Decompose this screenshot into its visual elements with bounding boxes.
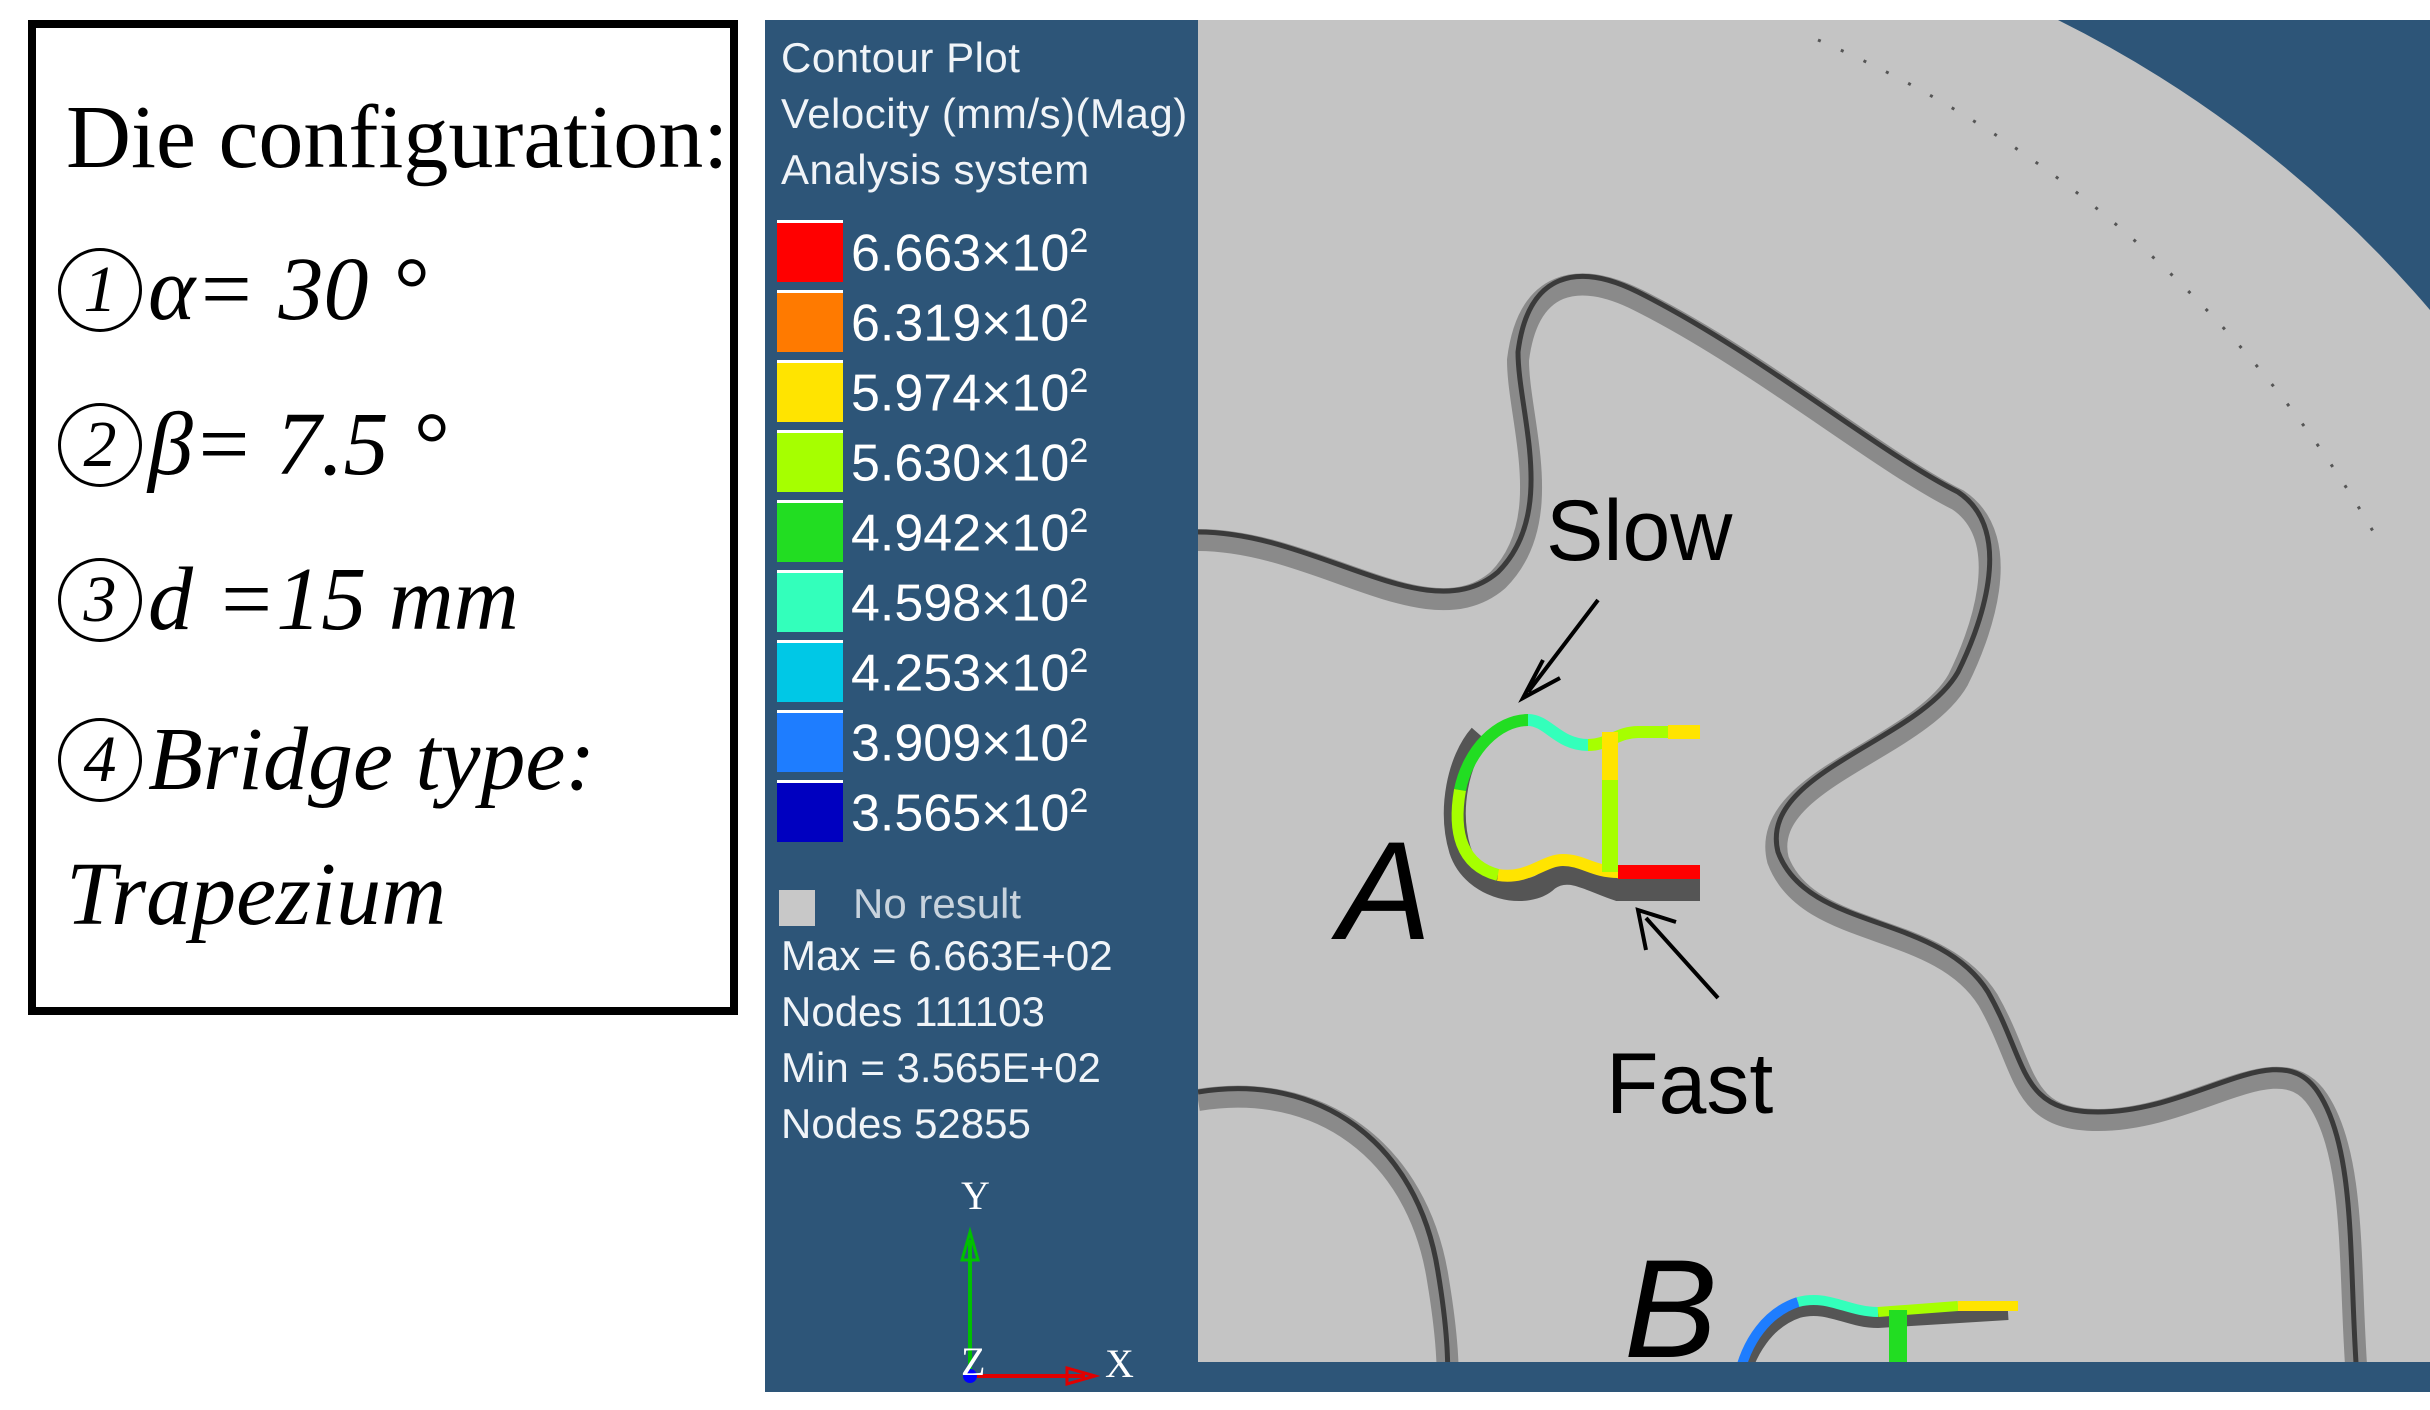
plot-bottom-bar [1198,1362,2430,1392]
axis-z-label: Z [961,1339,986,1384]
color-swatch [777,220,843,282]
legend-header-system: Analysis system [781,146,1090,193]
circled-number: 2 [58,402,142,487]
legend-header-quantity: Velocity (mm/s)(Mag) [781,90,1188,137]
legend-value: 5.974×102 [851,362,1089,423]
color-swatch [777,500,843,562]
circled-number: 1 [58,247,142,332]
legend-value: 3.909×102 [851,712,1089,773]
config-item-text: d =15 mm [148,550,519,649]
legend-value: 4.598×102 [851,572,1089,633]
config-item-text: α= 30 ° [148,240,427,339]
legend-value: 4.942×102 [851,502,1089,563]
color-swatch [777,780,843,842]
axis-x-label: X [1105,1341,1134,1386]
legend-min-nodes: Nodes 52855 [781,1100,1031,1147]
contour-plot-area: Slow Fast A B [1198,20,2430,1392]
no-result-swatch [779,890,815,926]
legend-value: 3.565×102 [851,782,1089,843]
label-profile-b: B [1624,1230,1718,1387]
config-title: Die configuration: [66,88,729,187]
config-item-d: 3 d =15 mm [58,548,519,651]
legend-value: 6.319×102 [851,292,1089,353]
color-swatch [777,430,843,492]
config-item-beta: 2 β= 7.5 ° [58,393,447,496]
config-item-bridge: 4 Bridge type: [58,708,595,811]
config-item-alpha: 1 α= 30 ° [58,238,427,341]
legend-max-nodes: Nodes 111103 [781,988,1045,1035]
contour-legend-panel: Contour Plot Velocity (mm/s)(Mag) Analys… [765,20,1198,1392]
color-swatch [777,290,843,352]
annotation-slow: Slow [1546,483,1733,579]
legend-header-plot: Contour Plot [781,34,1021,81]
color-swatch [777,360,843,422]
config-item-text: Bridge type: [148,710,596,809]
legend-value: 5.630×102 [851,432,1089,493]
label-profile-a: A [1338,812,1432,969]
annotation-fast: Fast [1606,1036,1774,1132]
color-swatch [777,570,843,632]
legend-min: Min = 3.565E+02 [781,1044,1101,1091]
die-configuration-box: Die configuration: 1 α= 30 ° 2 β= 7.5 ° … [28,20,738,1015]
axis-triad-icon [960,1226,1101,1386]
config-item-text: β= 7.5 ° [148,395,448,494]
axis-y-label: Y [961,1173,990,1218]
config-bridge-type: Trapezium [66,845,447,944]
die-geometry-drawing [1198,20,2430,1392]
color-swatch [777,640,843,702]
circled-number: 3 [58,557,142,642]
circled-number: 4 [58,717,142,802]
legend-value: 4.253×102 [851,642,1089,703]
no-result-label: No result [853,880,1022,927]
legend-value: 6.663×102 [851,222,1089,283]
color-swatch [777,710,843,772]
legend-max: Max = 6.663E+02 [781,932,1113,979]
